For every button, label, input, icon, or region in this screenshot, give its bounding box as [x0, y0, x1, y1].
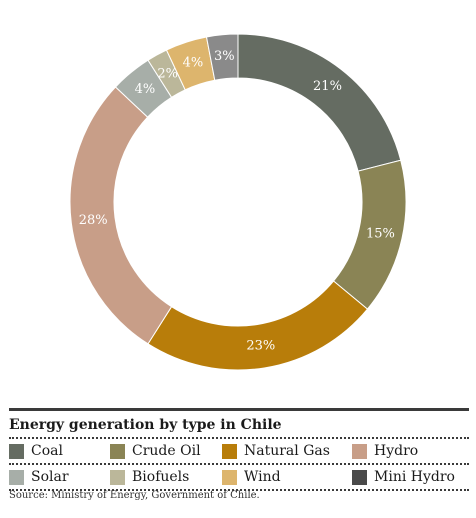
- legend-item-mini-hydro: Mini Hydro: [352, 469, 469, 485]
- legend-label-biofuels: Biofuels: [132, 469, 190, 485]
- donut-chart: 21% 15% 23% 28% 4% 2% 4% 3%: [69, 33, 407, 371]
- donut-svg: 21%15%23%28%4%2%4% 3%: [69, 33, 407, 371]
- legend-dotted-rule-1: [9, 437, 469, 439]
- slice-coal: [237, 33, 402, 172]
- slice-label-mini-hydro: 3%: [214, 49, 235, 64]
- legend-swatch-biofuels: [110, 469, 125, 485]
- legend-item-solar: Solar: [9, 469, 110, 485]
- slice-label-wind: 4%: [183, 56, 204, 71]
- legend-item-wind: Wind: [222, 469, 352, 485]
- legend-swatch-natural-gas: [222, 443, 237, 459]
- slice-label-natural-gas: 23%: [246, 339, 275, 354]
- legend-swatch-mini-hydro: [352, 469, 367, 485]
- legend-label-coal: Coal: [31, 443, 63, 459]
- slice-mini-hydro: [205, 33, 239, 81]
- slice-label-biofuels: 2%: [157, 67, 178, 82]
- source-note: Source: Ministry of Energy, Government o…: [9, 490, 260, 501]
- legend-item-hydro: Hydro: [352, 443, 469, 459]
- legend-label-mini-hydro: Mini Hydro: [374, 469, 455, 485]
- legend-label-solar: Solar: [31, 469, 69, 485]
- slice-label-crude-oil: 15%: [366, 226, 395, 241]
- slice-natural-gas: [147, 280, 369, 371]
- legend-item-coal: Coal: [9, 443, 110, 459]
- legend-panel: Energy generation by type in Chile Coal C…: [9, 408, 469, 491]
- legend-label-hydro: Hydro: [374, 443, 419, 459]
- legend-label-natural-gas: Natural Gas: [244, 443, 330, 459]
- legend-item-natural-gas: Natural Gas: [222, 443, 352, 459]
- legend-title: Energy generation by type in Chile: [9, 417, 282, 433]
- legend-row-2: Solar Biofuels Wind Mini Hydro: [9, 465, 469, 489]
- legend-swatch-crude-oil: [110, 443, 125, 459]
- legend-swatch-solar: [9, 469, 24, 485]
- slice-label-hydro: 28%: [79, 213, 108, 228]
- slice-label-solar: 4%: [135, 82, 156, 97]
- legend-row-1: Coal Crude Oil Natural Gas Hydro: [9, 439, 469, 463]
- legend-label-wind: Wind: [244, 469, 281, 485]
- legend-dotted-rule-3: [9, 489, 469, 491]
- legend-dotted-rule-2: [9, 463, 469, 465]
- legend-swatch-coal: [9, 443, 24, 459]
- legend-swatch-hydro: [352, 443, 367, 459]
- legend-swatch-wind: [222, 469, 237, 485]
- legend-item-crude-oil: Crude Oil: [110, 443, 222, 459]
- slice-label-coal: 21%: [313, 79, 342, 94]
- legend-item-biofuels: Biofuels: [110, 469, 222, 485]
- legend-label-crude-oil: Crude Oil: [132, 443, 201, 459]
- legend-top-rule: [9, 408, 469, 411]
